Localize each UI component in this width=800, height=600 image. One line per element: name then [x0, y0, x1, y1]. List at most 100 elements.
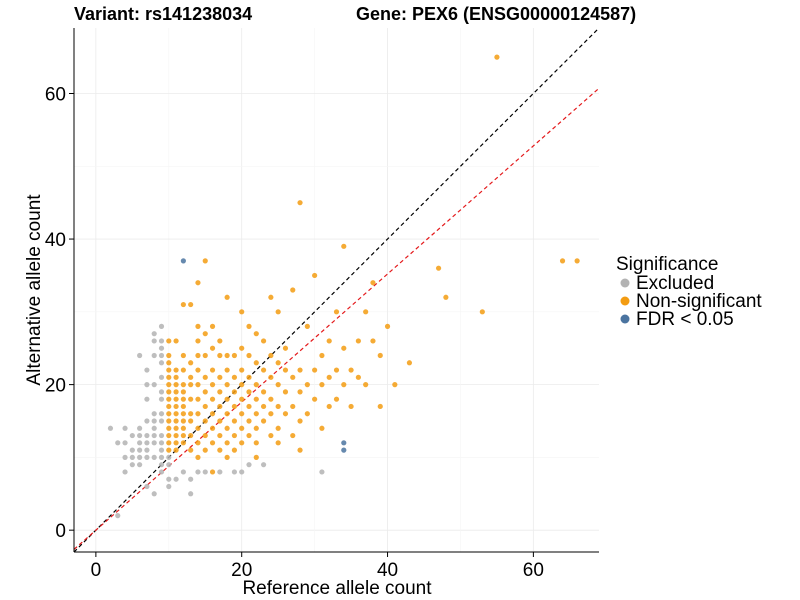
point-excluded-26 [144, 367, 150, 373]
point-non-significant-2 [166, 432, 172, 439]
point-excluded-43 [158, 432, 165, 439]
point-non-significant-13 [166, 352, 172, 359]
point-excluded-69 [319, 469, 325, 475]
point-non-significant-188 [479, 309, 485, 315]
y-tick-label-40: 40 [45, 230, 66, 251]
x-tick-label-20: 20 [231, 560, 252, 581]
point-non-significant-42 [188, 418, 194, 424]
point-non-significant-166 [326, 338, 332, 344]
point-non-significant-39 [180, 301, 186, 308]
point-excluded-40 [158, 454, 165, 460]
point-non-significant-50 [195, 440, 201, 446]
point-non-significant-184 [392, 382, 398, 388]
point-excluded-17 [137, 352, 143, 359]
point-non-significant-21 [173, 403, 179, 410]
point-non-significant-125 [260, 418, 267, 424]
point-non-significant-142 [282, 411, 289, 417]
legend-key-nonsig [620, 296, 630, 306]
point-non-significant-141 [275, 309, 281, 315]
point-non-significant-10 [166, 374, 172, 380]
point-non-significant-78 [217, 447, 223, 453]
point-excluded-11 [137, 462, 143, 468]
point-non-significant-18 [173, 425, 179, 431]
x-tick-label-40: 40 [377, 560, 398, 581]
point-excluded-65 [231, 469, 238, 475]
point-non-significant-1 [166, 440, 172, 446]
point-non-significant-82 [217, 389, 223, 395]
point-non-significant-107 [239, 367, 245, 373]
point-non-significant-98 [231, 403, 238, 410]
x-tick-label-0: 0 [91, 560, 102, 581]
point-excluded-22 [144, 432, 150, 439]
point-non-significant-169 [333, 309, 340, 315]
point-excluded-13 [137, 447, 143, 453]
point-non-significant-16 [173, 440, 179, 446]
point-non-significant-174 [348, 367, 354, 373]
point-non-significant-3 [166, 425, 172, 431]
point-non-significant-138 [275, 403, 281, 410]
point-non-significant-99 [231, 389, 238, 395]
point-non-significant-5 [166, 411, 172, 417]
point-non-significant-15 [173, 447, 179, 453]
point-excluded-59 [180, 469, 186, 475]
point-excluded-41 [158, 447, 165, 453]
point-non-significant-190 [559, 258, 566, 264]
reference-lines [73, 27, 600, 553]
point-non-significant-55 [195, 367, 201, 373]
point-excluded-32 [151, 418, 157, 424]
point-non-significant-173 [348, 403, 354, 410]
point-non-significant-191 [574, 258, 580, 264]
point-non-significant-182 [377, 352, 383, 359]
point-non-significant-168 [333, 367, 340, 373]
point-non-significant-43 [188, 411, 194, 417]
point-non-significant-151 [297, 418, 303, 424]
point-non-significant-120 [253, 411, 259, 417]
point-excluded-52 [158, 338, 165, 344]
point-excluded-58 [173, 476, 179, 482]
point-non-significant-115 [246, 352, 252, 359]
point-excluded-31 [151, 425, 157, 431]
point-excluded-66 [239, 469, 245, 475]
point-non-significant-46 [188, 374, 194, 380]
point-non-significant-158 [312, 396, 318, 402]
point-non-significant-183 [384, 323, 391, 329]
point-non-significant-9 [166, 382, 172, 388]
point-non-significant-68 [202, 258, 208, 264]
point-non-significant-102 [239, 440, 245, 446]
point-excluded-56 [166, 462, 172, 468]
point-excluded-3 [122, 469, 128, 475]
point-non-significant-89 [224, 411, 230, 417]
point-excluded-15 [137, 432, 143, 439]
point-non-significant-129 [260, 338, 267, 344]
point-excluded-20 [144, 447, 150, 453]
point-non-significant-88 [224, 425, 230, 431]
point-non-significant-139 [275, 382, 281, 388]
point-excluded-47 [158, 389, 165, 395]
grid-lines [74, 28, 599, 552]
point-non-significant-126 [260, 403, 267, 410]
point-non-significant-66 [202, 352, 208, 359]
point-non-significant-34 [180, 396, 186, 402]
point-excluded-25 [144, 382, 150, 388]
point-non-significant-149 [290, 287, 296, 293]
point-excluded-12 [137, 454, 143, 460]
point-non-significant-53 [195, 396, 201, 402]
point-non-significant-91 [224, 382, 230, 388]
point-non-significant-112 [246, 403, 252, 410]
point-non-significant-159 [312, 367, 318, 373]
point-non-significant-162 [319, 382, 325, 388]
point-excluded-39 [158, 462, 165, 468]
point-non-significant-145 [282, 345, 289, 351]
x-axis-title: Reference allele count [242, 578, 432, 599]
point-non-significant-97 [231, 418, 238, 424]
point-non-significant-28 [180, 440, 186, 446]
point-non-significant-172 [341, 243, 347, 249]
point-non-significant-153 [297, 367, 303, 373]
point-non-significant-95 [231, 447, 238, 453]
point-non-significant-181 [377, 403, 383, 410]
point-non-significant-67 [202, 331, 208, 337]
point-non-significant-167 [333, 396, 340, 402]
point-non-significant-92 [224, 367, 230, 373]
point-non-significant-179 [370, 280, 376, 286]
point-non-significant-49 [195, 454, 201, 460]
